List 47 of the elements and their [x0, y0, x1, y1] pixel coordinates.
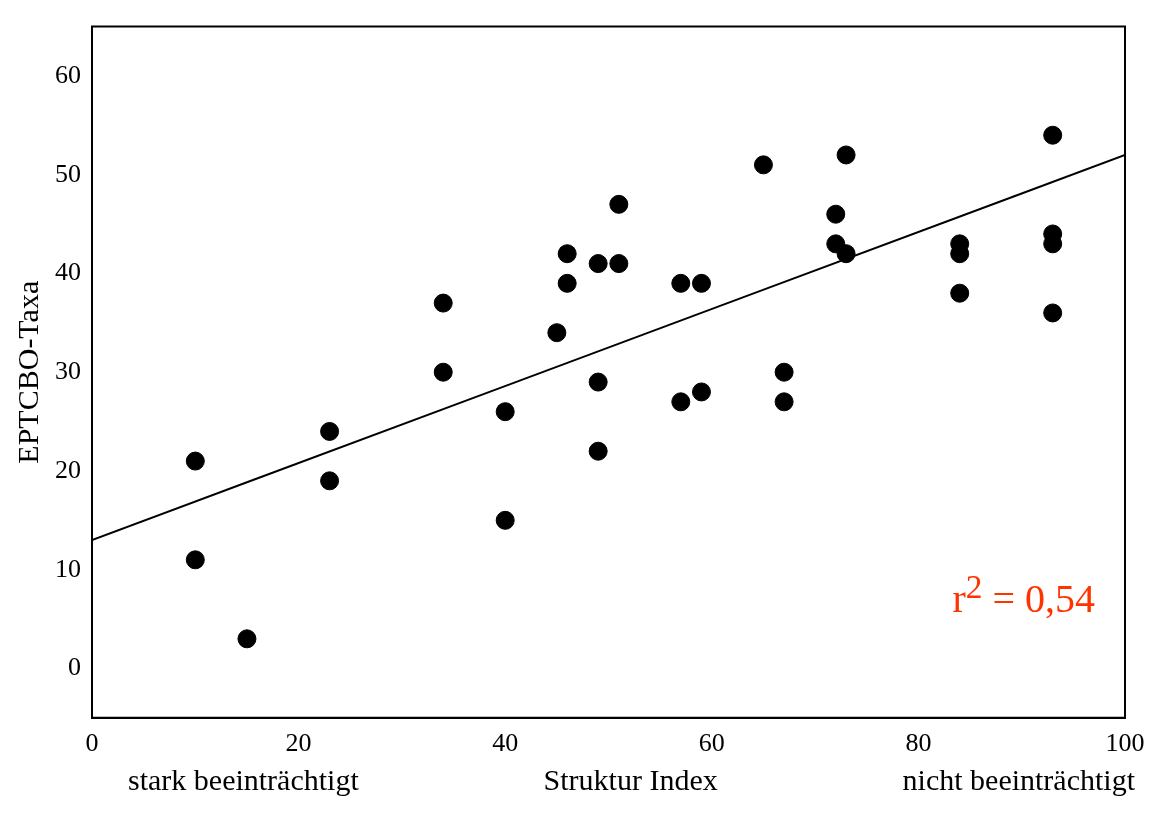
point [237, 629, 257, 649]
point [495, 510, 515, 530]
point [588, 254, 608, 274]
point [671, 273, 691, 293]
y-tick-label: 0 [68, 652, 81, 682]
x-tick-label: 100 [1105, 728, 1145, 758]
point [691, 273, 711, 293]
point [588, 441, 608, 461]
point [320, 421, 340, 441]
y-tick-label: 60 [55, 59, 81, 89]
point [1043, 303, 1063, 323]
y-tick-label: 30 [55, 356, 81, 386]
y-tick-label: 40 [55, 257, 81, 287]
point [557, 273, 577, 293]
point [826, 204, 846, 224]
point [557, 244, 577, 264]
point [609, 254, 629, 274]
point [547, 323, 567, 343]
point [691, 382, 711, 402]
text: nicht beeinträchtigt [902, 763, 1135, 797]
point [320, 471, 340, 491]
x-tick-label: 20 [285, 728, 312, 758]
point [433, 293, 453, 313]
point [671, 392, 691, 412]
y-tick-label: 50 [55, 158, 81, 188]
x-axis-title: Struktur Index [543, 763, 718, 797]
y-axis-title: EPTCBO-Taxa [10, 280, 44, 464]
y-tick-label: 20 [55, 454, 81, 484]
point [1043, 125, 1063, 145]
y-tick-label: 10 [55, 553, 81, 583]
point [609, 194, 629, 214]
point [753, 155, 773, 175]
point [836, 244, 856, 264]
point [495, 402, 515, 422]
text: stark beeinträchtigt [128, 763, 359, 797]
x-tick-label: 80 [905, 728, 932, 758]
x-tick-label: 60 [698, 728, 725, 758]
point [185, 451, 205, 471]
point [588, 372, 608, 392]
point [950, 283, 970, 303]
point [836, 145, 856, 165]
x-tick-label: 40 [492, 728, 519, 758]
point [433, 362, 453, 382]
point [185, 550, 205, 570]
point [774, 392, 794, 412]
point [774, 362, 794, 382]
annotation: r$^{2}$ = 0,54 [952, 568, 1095, 623]
